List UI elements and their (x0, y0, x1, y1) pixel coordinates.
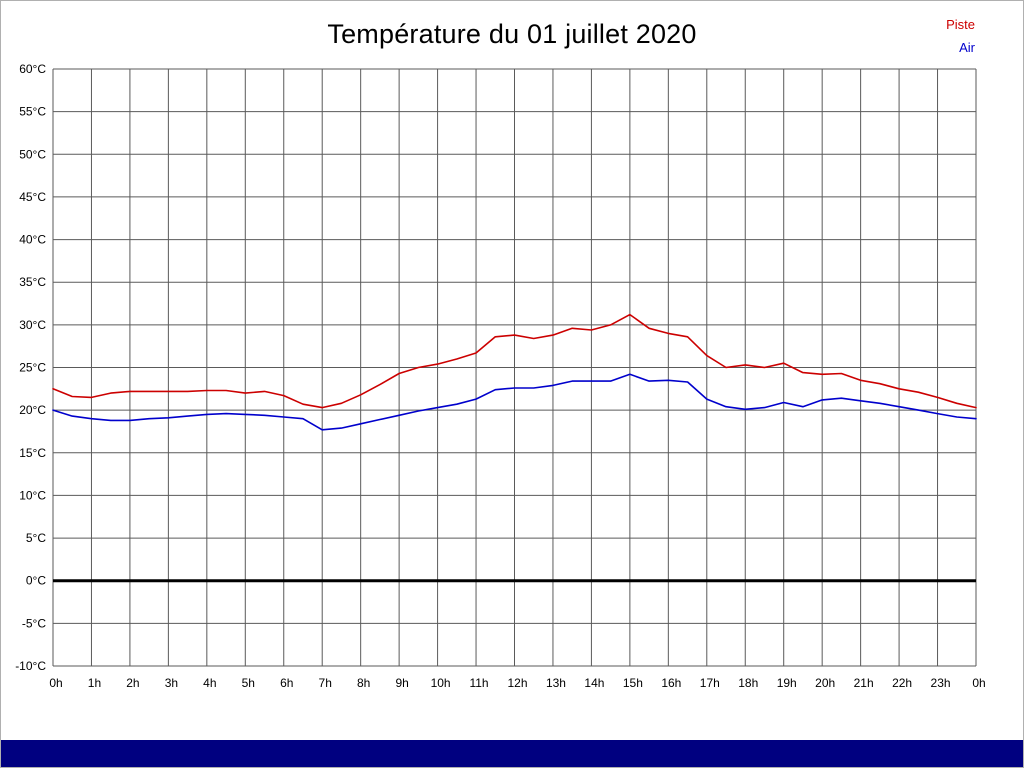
x-axis-tick-label: 7h (319, 676, 332, 690)
y-axis-tick-label: 0°C (26, 574, 46, 588)
x-axis-tick-label: 14h (584, 676, 604, 690)
x-axis-tick-label: 13h (546, 676, 566, 690)
x-axis-tick-label: 3h (165, 676, 178, 690)
x-axis-tick-label: 9h (395, 676, 408, 690)
y-axis-tick-label: 10°C (19, 488, 46, 502)
footer-bar (1, 740, 1023, 767)
y-axis-tick-label: 5°C (26, 531, 46, 545)
x-axis-tick-label: 20h (815, 676, 835, 690)
x-axis-tick-label: 18h (738, 676, 758, 690)
x-axis-tick-label: 4h (203, 676, 216, 690)
chart-legend: Piste Air (946, 13, 975, 59)
y-axis-tick-label: 55°C (19, 105, 46, 119)
y-axis-tick-label: 30°C (19, 318, 46, 332)
legend-label-air: Air (959, 40, 975, 55)
x-axis-tick-label: 17h (700, 676, 720, 690)
y-axis-tick-label: -10°C (15, 659, 46, 673)
series-line-air (52, 373, 977, 431)
y-axis-tick-label: 40°C (19, 233, 46, 247)
y-axis-tick-label: 35°C (19, 275, 46, 289)
x-axis-tick-label: 1h (88, 676, 101, 690)
x-axis-tick-label: 22h (892, 676, 912, 690)
x-axis-tick-label: 0h (49, 676, 62, 690)
x-axis-tick-label: 21h (854, 676, 874, 690)
x-axis-tick-label: 6h (280, 676, 293, 690)
x-axis-tick-label: 8h (357, 676, 370, 690)
series-line-piste (52, 313, 977, 409)
x-axis-tick-label: 11h (469, 676, 488, 690)
x-axis-tick-label: 2h (126, 676, 139, 690)
y-axis-tick-label: 60°C (19, 62, 46, 76)
x-axis-tick-label: 12h (507, 676, 527, 690)
x-axis-tick-label: 16h (661, 676, 681, 690)
y-axis-tick-label: 45°C (19, 190, 46, 204)
line-chart-plot: -10°C -5°C 0°C 5°C 10°C 15°C 20°C 25°C 30°C 35°C 4… (15, 62, 985, 690)
y-axis-tick-label: 20°C (19, 403, 46, 417)
x-axis-tick-label: 10h (431, 676, 451, 690)
x-axis-tick-label: 5h (242, 676, 255, 690)
x-axis-tick-label: 0h (972, 676, 985, 690)
x-axis-tick-label: 15h (623, 676, 643, 690)
y-axis-tick-label: 15°C (19, 446, 46, 460)
y-axis-tick-label: -5°C (22, 616, 46, 630)
y-axis-tick-label: 25°C (19, 361, 46, 375)
y-axis-tick-label: 50°C (19, 147, 46, 161)
chart-title: Température du 01 juillet 2020 (327, 19, 697, 49)
x-axis-tick-label: 19h (777, 676, 797, 690)
x-axis-tick-label: 23h (931, 676, 951, 690)
legend-label-piste: Piste (946, 17, 975, 32)
